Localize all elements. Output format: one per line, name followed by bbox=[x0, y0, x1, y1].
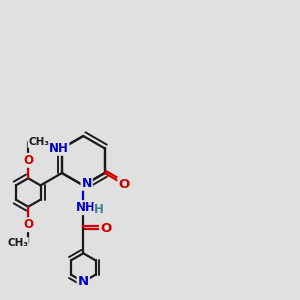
Text: CH₃: CH₃ bbox=[28, 137, 49, 147]
Text: N: N bbox=[78, 275, 89, 288]
Text: NH: NH bbox=[49, 142, 68, 155]
Text: O: O bbox=[100, 222, 111, 235]
Text: H: H bbox=[94, 203, 104, 216]
Text: NH: NH bbox=[76, 201, 95, 214]
Text: O: O bbox=[23, 218, 33, 231]
Text: O: O bbox=[23, 154, 33, 167]
Text: CH₃: CH₃ bbox=[7, 238, 28, 248]
Text: O: O bbox=[118, 178, 130, 191]
Text: N: N bbox=[82, 177, 92, 190]
